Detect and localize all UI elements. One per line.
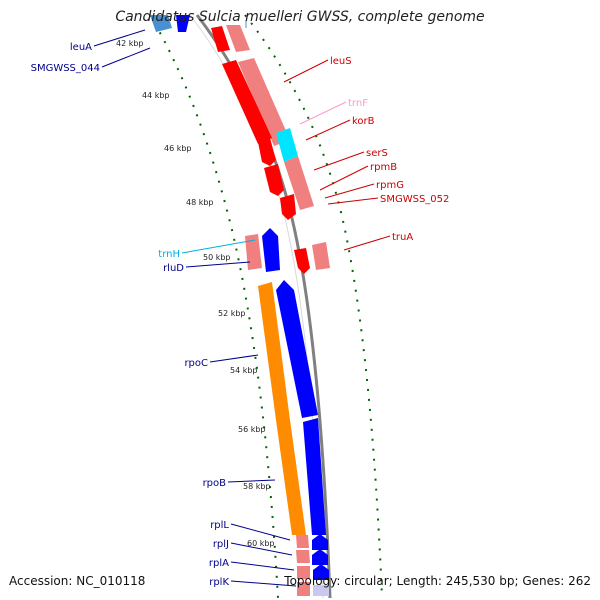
label-connector bbox=[324, 183, 375, 199]
reverse-feature bbox=[258, 282, 306, 535]
gene-label-leua[interactable]: leuA bbox=[70, 42, 92, 53]
gene-label-rpmg[interactable]: rpmG bbox=[376, 180, 404, 191]
reverse-feature bbox=[276, 280, 318, 418]
gene-label-rlud[interactable]: rluD bbox=[163, 263, 184, 274]
label-connector-layer bbox=[93, 29, 391, 587]
label-connector bbox=[305, 119, 351, 141]
forward-feature bbox=[211, 26, 230, 52]
label-connector bbox=[230, 523, 291, 541]
label-connector bbox=[101, 47, 151, 68]
reverse-feature bbox=[150, 15, 172, 32]
gene-label-rpmb[interactable]: rpmB bbox=[370, 162, 397, 173]
forward-feature bbox=[280, 194, 296, 220]
gene-label-leus[interactable]: leuS bbox=[330, 56, 352, 67]
reverse-feature bbox=[313, 585, 329, 596]
genome-summary-text: Topology: circular; Length: 245,530 bp; … bbox=[284, 574, 591, 588]
tick-label: 60 kbp bbox=[247, 539, 275, 548]
tick-label: 44 kbp bbox=[142, 91, 170, 100]
label-connector bbox=[230, 580, 297, 587]
forward-feature bbox=[264, 164, 284, 196]
tick-label: 58 kbp bbox=[243, 482, 271, 491]
label-connector bbox=[181, 239, 256, 254]
tick-label: 46 kbp bbox=[164, 144, 192, 153]
label-connector bbox=[343, 235, 391, 251]
label-connector bbox=[93, 29, 146, 47]
label-connector bbox=[313, 151, 365, 171]
label-connector bbox=[319, 165, 369, 191]
forward-feature bbox=[245, 234, 262, 270]
gene-label-korb[interactable]: korB bbox=[352, 116, 375, 127]
label-connector bbox=[283, 59, 329, 83]
gene-label-sers[interactable]: serS bbox=[366, 148, 388, 159]
accession-text: Accession: NC_010118 bbox=[9, 574, 146, 588]
gene-label-trnf[interactable]: trnF bbox=[348, 98, 368, 109]
forward-feature bbox=[276, 128, 298, 162]
map-title: Candidatus Sulcia muelleri GWSS, complet… bbox=[115, 9, 485, 25]
tick-label: 56 kbp bbox=[238, 425, 266, 434]
gene-label-trua[interactable]: truA bbox=[392, 232, 413, 243]
reverse-feature bbox=[303, 418, 326, 535]
label-connector bbox=[230, 561, 295, 571]
label-connector bbox=[185, 261, 251, 268]
forward-feature bbox=[296, 535, 309, 548]
label-connector bbox=[230, 542, 293, 556]
gene-label-rplj[interactable]: rplJ bbox=[213, 539, 229, 550]
label-connector bbox=[299, 101, 347, 125]
forward-feature bbox=[238, 58, 290, 146]
forward-feature bbox=[296, 550, 310, 563]
tick-label: 50 kbp bbox=[203, 253, 231, 262]
tick-label: 54 kbp bbox=[230, 366, 258, 375]
forward-feature bbox=[294, 248, 310, 274]
forward-feature bbox=[258, 138, 276, 166]
reverse-feature bbox=[312, 534, 328, 550]
forward-feature bbox=[222, 60, 272, 144]
forward-feature bbox=[297, 582, 310, 596]
tick-label: 42 kbp bbox=[116, 39, 144, 48]
gene-label-rpoc[interactable]: rpoC bbox=[184, 358, 208, 369]
gene-label-rpob[interactable]: rpoB bbox=[203, 478, 227, 489]
label-connector bbox=[327, 197, 379, 205]
forward-feature bbox=[284, 156, 314, 210]
gene-label-smgwss_052[interactable]: SMGWSS_052 bbox=[380, 194, 449, 205]
tick-label: 52 kbp bbox=[218, 309, 246, 318]
gene-label-layer: leuA SMGWSS_044 trnH rluD rpoC rpoB rplL rplJ rp… bbox=[31, 42, 450, 588]
gene-label-rpla[interactable]: rplA bbox=[209, 558, 229, 569]
forward-feature bbox=[312, 242, 330, 270]
forward-feature bbox=[226, 25, 250, 52]
gene-label-smgwss_044[interactable]: SMGWSS_044 bbox=[31, 63, 100, 74]
inner-tick-ring bbox=[149, 14, 279, 599]
feature-layer bbox=[150, 15, 330, 596]
gene-label-rpll[interactable]: rplL bbox=[210, 520, 229, 531]
label-connector bbox=[227, 479, 276, 483]
label-connector bbox=[209, 354, 259, 363]
reverse-feature bbox=[176, 15, 190, 32]
gene-label-rplk[interactable]: rplK bbox=[209, 577, 229, 588]
reverse-feature bbox=[313, 564, 329, 580]
forward-feature bbox=[297, 566, 310, 579]
tick-label-layer: 42 kbp 44 kbp 46 kbp 48 kbp 50 kbp 52 kbp 54 k… bbox=[116, 39, 275, 548]
reverse-feature bbox=[312, 549, 328, 565]
reverse-feature bbox=[262, 228, 280, 272]
tick-label: 48 kbp bbox=[186, 198, 214, 207]
gene-label-trnh[interactable]: trnH bbox=[158, 249, 180, 260]
